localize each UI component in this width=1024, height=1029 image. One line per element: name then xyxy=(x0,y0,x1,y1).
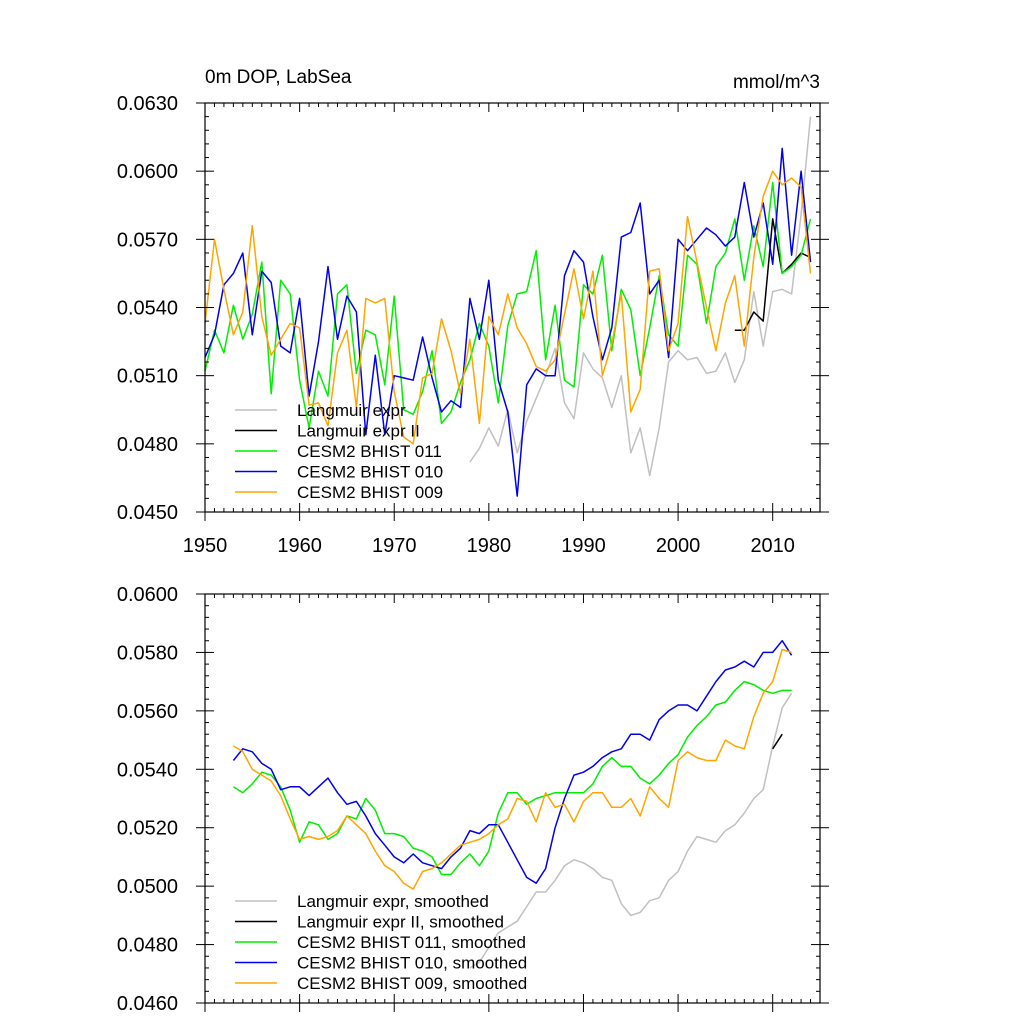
legend-label-0-0: Langmuir expr xyxy=(297,401,406,420)
top-panel-units: mmol/m^3 xyxy=(733,72,820,93)
x-tick-label: 2000 xyxy=(656,535,701,557)
top-panel: 0m DOP, LabSea mmol/m^3 Langmuir expr Lan… xyxy=(117,67,829,557)
legend-label-1-4: CESM2 BHIST 009, smoothed xyxy=(297,974,527,993)
y-tick-label: 0.0500 xyxy=(117,876,178,898)
series-line-0-4 xyxy=(204,170,812,445)
x-tick-label: 2010 xyxy=(750,535,795,557)
y-tick-label: 0.0540 xyxy=(117,759,178,781)
top-panel-title: 0m DOP, LabSea xyxy=(205,67,352,88)
bottom-legend: Langmuir expr, smoothed Langmuir expr II,… xyxy=(235,892,527,993)
legend-label-0-1: Langmuir expr II xyxy=(297,422,420,441)
x-tick-label: 1990 xyxy=(561,535,606,557)
legend-label-1-3: CESM2 BHIST 010, smoothed xyxy=(297,954,527,973)
y-tick-label: 0.0540 xyxy=(117,298,178,320)
x-tick-label: 1950 xyxy=(183,535,228,557)
top-plot-series xyxy=(204,116,812,497)
legend-label-1-2: CESM2 BHIST 011, smoothed xyxy=(297,933,526,952)
x-tick-label: 1980 xyxy=(467,535,512,557)
bottom-axis-ticks: 0.0460 0.0480 0.0500 0.0520 0.0540 0.0560 0.05… xyxy=(117,584,829,1015)
x-tick-label: 1960 xyxy=(277,535,322,557)
y-tick-label: 0.0480 xyxy=(117,434,178,456)
series-line-0-3 xyxy=(204,147,812,497)
y-tick-label: 0.0600 xyxy=(117,161,178,183)
y-tick-label: 0.0560 xyxy=(117,701,178,723)
legend-label-1-1: Langmuir expr II, smoothed xyxy=(297,913,504,932)
legend-label-0-2: CESM2 BHIST 011 xyxy=(297,442,442,461)
bottom-panel: Langmuir expr, smoothed Langmuir expr II,… xyxy=(117,584,829,1015)
y-tick-label: 0.0460 xyxy=(117,993,178,1015)
series-line-1-4 xyxy=(233,648,792,890)
y-tick-label: 0.0450 xyxy=(117,502,178,524)
y-tick-label: 0.0520 xyxy=(117,818,178,840)
series-line-0-1 xyxy=(734,218,811,331)
legend-label-0-4: CESM2 BHIST 009 xyxy=(297,483,443,502)
y-tick-label: 0.0630 xyxy=(117,93,178,115)
bottom-plot-series xyxy=(232,639,793,969)
bottom-plot-frame xyxy=(204,593,821,1004)
top-axis-ticks: 1950 1960 1970 1980 1990 2000 2010 0.0450 0.0480… xyxy=(117,93,829,557)
y-tick-label: 0.0580 xyxy=(117,642,178,664)
y-tick-label: 0.0570 xyxy=(117,229,178,251)
series-line-1-3 xyxy=(232,639,793,884)
x-tick-label: 1970 xyxy=(372,535,417,557)
legend-label-1-0: Langmuir expr, smoothed xyxy=(297,892,489,911)
series-line-0-2 xyxy=(204,181,812,429)
y-tick-label: 0.0600 xyxy=(117,584,178,606)
series-line-1-1 xyxy=(772,733,783,750)
y-tick-label: 0.0480 xyxy=(117,935,178,957)
series-line-1-0 xyxy=(469,692,793,969)
series-line-0-0 xyxy=(469,116,812,477)
y-tick-label: 0.0510 xyxy=(117,366,178,388)
legend-label-0-3: CESM2 BHIST 010 xyxy=(297,463,443,482)
